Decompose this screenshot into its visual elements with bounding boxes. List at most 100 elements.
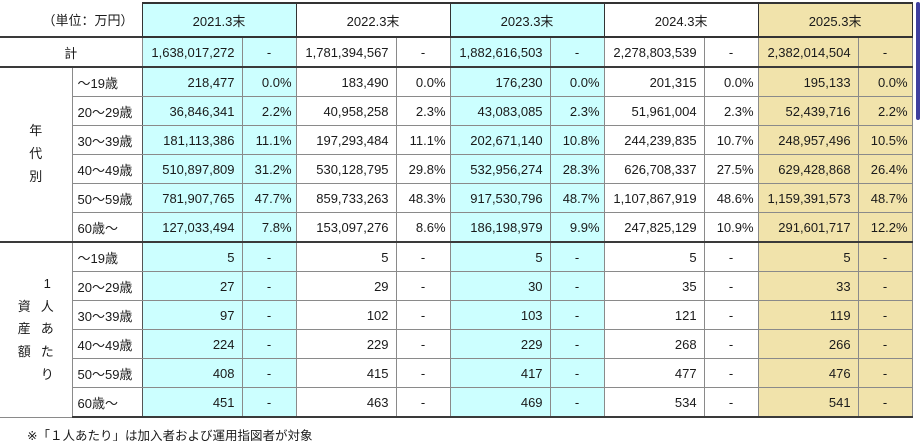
pct-cell: - [857, 387, 913, 418]
value-cell: 40,958,258 [295, 96, 397, 126]
value-cell: 30 [449, 271, 551, 301]
pct-cell: 27.5% [703, 154, 759, 184]
pct-cell: - [549, 358, 605, 388]
value-cell: 781,907,765 [141, 183, 243, 213]
value-cell: 415 [295, 358, 397, 388]
value-cell: 534 [603, 387, 705, 418]
value-cell: 43,083,085 [449, 96, 551, 126]
value-cell: 541 [757, 387, 859, 418]
pct-cell: - [241, 329, 297, 359]
age-label: ～19歳 [71, 241, 143, 272]
pct-cell: 9.9% [549, 212, 605, 243]
pct-cell: 29.8% [395, 154, 451, 184]
pct-cell: - [241, 358, 297, 388]
pct-cell: - [395, 300, 451, 330]
pct-cell: 10.7% [703, 125, 759, 155]
pct-cell: 48.7% [549, 183, 605, 213]
value-cell: 476 [757, 358, 859, 388]
age-label: 30～39歳 [71, 300, 143, 330]
pct-cell: - [703, 300, 759, 330]
pct-cell: 2.3% [395, 96, 451, 126]
pct-cell: 2.2% [857, 96, 913, 126]
pct-cell: 11.1% [395, 125, 451, 155]
age-label: 50～59歳 [71, 183, 143, 213]
value-cell: 97 [141, 300, 243, 330]
assets-by-age-table: （単位：万円） 2021.3末 2022.3末 2023.3末 2024.3末 2025.… [0, 2, 913, 418]
pct-cell: - [703, 241, 759, 272]
pct-cell: 2.3% [703, 96, 759, 126]
total-value: 1,638,017,272 [141, 36, 243, 68]
value-cell: 197,293,484 [295, 125, 397, 155]
footnote: ※「１人あたり」は加入者および運用指図者が対象 [27, 429, 313, 441]
value-cell: 229 [449, 329, 551, 359]
total-value: 1,781,394,567 [295, 36, 397, 68]
value-cell: 477 [603, 358, 705, 388]
age-label: 60歳～ [71, 212, 143, 243]
pct-cell: 8.6% [395, 212, 451, 243]
value-cell: 5 [449, 241, 551, 272]
section-label-text: 資産額 [17, 298, 31, 360]
column-header: 2024.3末 [603, 2, 759, 38]
value-cell: 201,315 [603, 66, 705, 97]
value-cell: 266 [757, 329, 859, 359]
value-cell: 510,897,809 [141, 154, 243, 184]
value-cell: 153,097,276 [295, 212, 397, 243]
age-label: 30～39歳 [71, 125, 143, 155]
value-cell: 102 [295, 300, 397, 330]
age-label: 40～49歳 [71, 329, 143, 359]
total-pct: - [857, 36, 913, 68]
pct-cell: 48.6% [703, 183, 759, 213]
value-cell: 5 [295, 241, 397, 272]
age-label: 20～29歳 [71, 271, 143, 301]
pct-cell: - [549, 387, 605, 418]
value-cell: 183,490 [295, 66, 397, 97]
pct-cell: 10.8% [549, 125, 605, 155]
column-header: 2025.3末 [757, 2, 913, 38]
pct-cell: 2.2% [241, 96, 297, 126]
pct-cell: 10.5% [857, 125, 913, 155]
pct-cell: 0.0% [703, 66, 759, 97]
value-cell: 29 [295, 271, 397, 301]
value-cell: 202,671,140 [449, 125, 551, 155]
pct-cell: - [395, 387, 451, 418]
value-cell: 224 [141, 329, 243, 359]
pct-cell: 0.0% [857, 66, 913, 97]
pct-cell: 48.3% [395, 183, 451, 213]
total-value: 2,278,803,539 [603, 36, 705, 68]
pct-cell: 0.0% [241, 66, 297, 97]
value-cell: 917,530,796 [449, 183, 551, 213]
pct-cell: - [549, 329, 605, 359]
age-label: 50～59歳 [71, 358, 143, 388]
pct-cell: - [857, 358, 913, 388]
value-cell: 181,113,386 [141, 125, 243, 155]
value-cell: 176,230 [449, 66, 551, 97]
pct-cell: - [857, 329, 913, 359]
pct-cell: 2.3% [549, 96, 605, 126]
total-pct: - [395, 36, 451, 68]
value-cell: 268 [603, 329, 705, 359]
column-header: 2022.3末 [295, 2, 451, 38]
value-cell: 5 [141, 241, 243, 272]
pct-cell: 28.3% [549, 154, 605, 184]
pct-cell: - [395, 241, 451, 272]
value-cell: 463 [295, 387, 397, 418]
pct-cell: - [549, 241, 605, 272]
value-cell: 530,128,795 [295, 154, 397, 184]
value-cell: 186,198,979 [449, 212, 551, 243]
value-cell: 33 [757, 271, 859, 301]
value-cell: 1,159,391,573 [757, 183, 859, 213]
pct-cell: - [241, 387, 297, 418]
vertical-scrollbar-thumb[interactable] [916, 2, 920, 120]
pct-cell: 12.2% [857, 212, 913, 243]
value-cell: 119 [757, 300, 859, 330]
unit-label: （単位：万円） [0, 3, 143, 37]
age-label: 60歳～ [71, 387, 143, 418]
pct-cell: - [241, 271, 297, 301]
age-label: 40～49歳 [71, 154, 143, 184]
value-cell: 248,957,496 [757, 125, 859, 155]
value-cell: 451 [141, 387, 243, 418]
pct-cell: 48.7% [857, 183, 913, 213]
